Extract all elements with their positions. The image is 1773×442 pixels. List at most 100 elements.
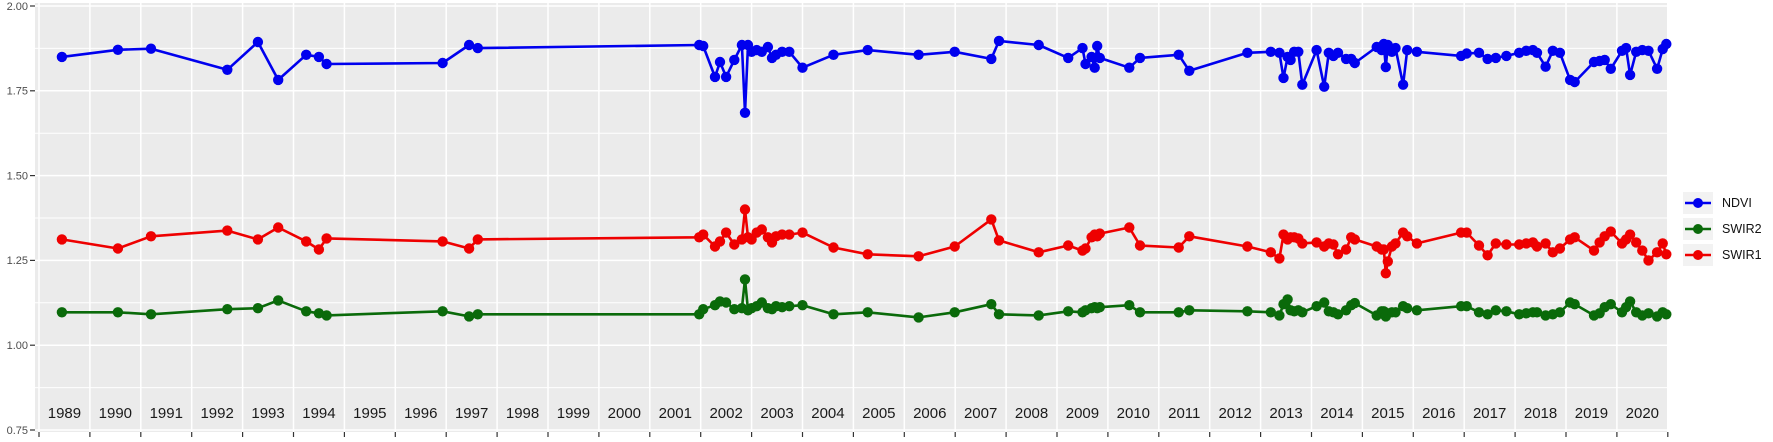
x-tick-label: 2005 bbox=[862, 405, 895, 422]
x-tick-label: 2004 bbox=[811, 405, 844, 422]
swir1-point bbox=[913, 251, 924, 262]
swir1-point bbox=[273, 222, 284, 233]
swir2-point bbox=[463, 311, 475, 322]
swir2-point bbox=[1134, 307, 1146, 318]
ndvi-point bbox=[1599, 54, 1610, 66]
swir2-point bbox=[1184, 305, 1195, 316]
swir2-point bbox=[1063, 306, 1074, 317]
ndvi-point bbox=[472, 42, 483, 54]
ndvi-point bbox=[797, 62, 808, 73]
ndvi-point bbox=[1661, 38, 1672, 50]
swir2-point bbox=[1390, 307, 1401, 318]
ndvi-point bbox=[1278, 72, 1289, 84]
swir1-point bbox=[112, 243, 124, 254]
swir2-point bbox=[472, 309, 483, 320]
swir1-point bbox=[986, 214, 997, 225]
y-tick-label: 0.75 bbox=[7, 425, 28, 437]
ndvi-point bbox=[1531, 47, 1543, 58]
swir2-point bbox=[1282, 294, 1293, 305]
swir1-point bbox=[56, 234, 68, 245]
ndvi-point bbox=[437, 57, 448, 69]
ndvi-point bbox=[273, 74, 284, 86]
swir2-legend-key-icon bbox=[1683, 218, 1713, 240]
swir2-point bbox=[1173, 307, 1184, 318]
ndvi-point bbox=[993, 35, 1005, 47]
swir2-point bbox=[1349, 297, 1361, 309]
swir1-point bbox=[1184, 231, 1195, 242]
swir1-point bbox=[1657, 238, 1668, 249]
x-tick-label: 1996 bbox=[404, 405, 437, 422]
x-tick-label: 1997 bbox=[455, 405, 488, 422]
swir2-point bbox=[1605, 299, 1617, 310]
ndvi-point bbox=[1501, 50, 1512, 62]
swir1-point bbox=[1643, 255, 1654, 266]
ndvi-point bbox=[762, 41, 774, 53]
ndvi-point bbox=[222, 64, 233, 76]
swir1-point bbox=[1378, 244, 1390, 255]
ndvi-point bbox=[828, 49, 839, 60]
swir1-point bbox=[1063, 240, 1074, 251]
ndvi-point bbox=[1293, 46, 1304, 57]
swir1-point bbox=[463, 243, 475, 254]
swir1-point bbox=[1482, 250, 1493, 261]
swir1-point bbox=[437, 236, 448, 247]
swir2-point bbox=[112, 307, 124, 318]
x-tick-label: 1991 bbox=[150, 405, 183, 422]
swir2-point bbox=[273, 295, 284, 306]
ndvi-point bbox=[301, 49, 312, 60]
ndvi-point bbox=[1620, 42, 1632, 54]
ndvi-point bbox=[463, 39, 475, 51]
ndvi-point bbox=[1605, 63, 1617, 74]
swir2-point bbox=[1297, 307, 1308, 318]
x-tick-label: 2015 bbox=[1371, 405, 1404, 422]
swir1-point bbox=[1624, 229, 1636, 240]
swir1-point bbox=[828, 242, 839, 253]
x-tick-label: 2000 bbox=[608, 405, 641, 422]
swir1-point bbox=[1311, 237, 1322, 248]
swir1-point bbox=[1349, 234, 1361, 245]
legend-label-swir1: SWIR1 bbox=[1722, 248, 1762, 262]
swir2-point bbox=[437, 306, 448, 317]
swir1-point bbox=[1265, 247, 1277, 258]
swir1-point bbox=[1173, 242, 1184, 253]
swir1-point bbox=[1569, 232, 1580, 243]
ndvi-point bbox=[313, 51, 325, 63]
ndvi-point bbox=[145, 43, 157, 54]
ndvi-point bbox=[720, 71, 732, 83]
swir1-point bbox=[1531, 241, 1543, 252]
ndvi-point bbox=[1473, 47, 1485, 58]
swir2-point bbox=[1124, 300, 1135, 311]
ndvi-point bbox=[1380, 61, 1392, 73]
x-tick-label: 1990 bbox=[99, 405, 132, 422]
swir1-point bbox=[1588, 245, 1600, 256]
swir1-point bbox=[993, 235, 1005, 246]
swir2-point bbox=[1569, 299, 1580, 310]
ndvi-point bbox=[1265, 46, 1277, 57]
swir2-point bbox=[729, 304, 740, 315]
ndvi-point bbox=[1080, 58, 1091, 70]
swir2-point bbox=[1482, 309, 1493, 320]
swir2-point bbox=[1490, 305, 1502, 316]
swir2-point bbox=[993, 309, 1005, 320]
swir1-point bbox=[1540, 238, 1551, 249]
ndvi-point bbox=[1092, 40, 1103, 52]
swir2-point bbox=[56, 307, 68, 318]
swir2-point bbox=[1265, 307, 1277, 318]
x-tick-label: 1995 bbox=[353, 405, 386, 422]
ndvi-point bbox=[1173, 49, 1184, 60]
swir1-point bbox=[321, 233, 332, 244]
x-tick-label: 1993 bbox=[251, 405, 284, 422]
x-tick-label: 2016 bbox=[1422, 405, 1455, 422]
x-tick-label: 2018 bbox=[1524, 405, 1557, 422]
swir1-point bbox=[1297, 238, 1308, 249]
swir1-point bbox=[756, 224, 767, 235]
y-tick-label: 2.00 bbox=[7, 1, 28, 13]
swir1-point bbox=[252, 234, 264, 245]
ndvi-point bbox=[1124, 62, 1135, 73]
x-tick-label: 2006 bbox=[913, 405, 946, 422]
ndvi-point bbox=[698, 40, 709, 52]
x-tick-label: 1994 bbox=[302, 405, 335, 422]
ndvi-point bbox=[1089, 62, 1100, 73]
swir2-point bbox=[1319, 297, 1330, 308]
ndvi-point bbox=[714, 56, 726, 68]
